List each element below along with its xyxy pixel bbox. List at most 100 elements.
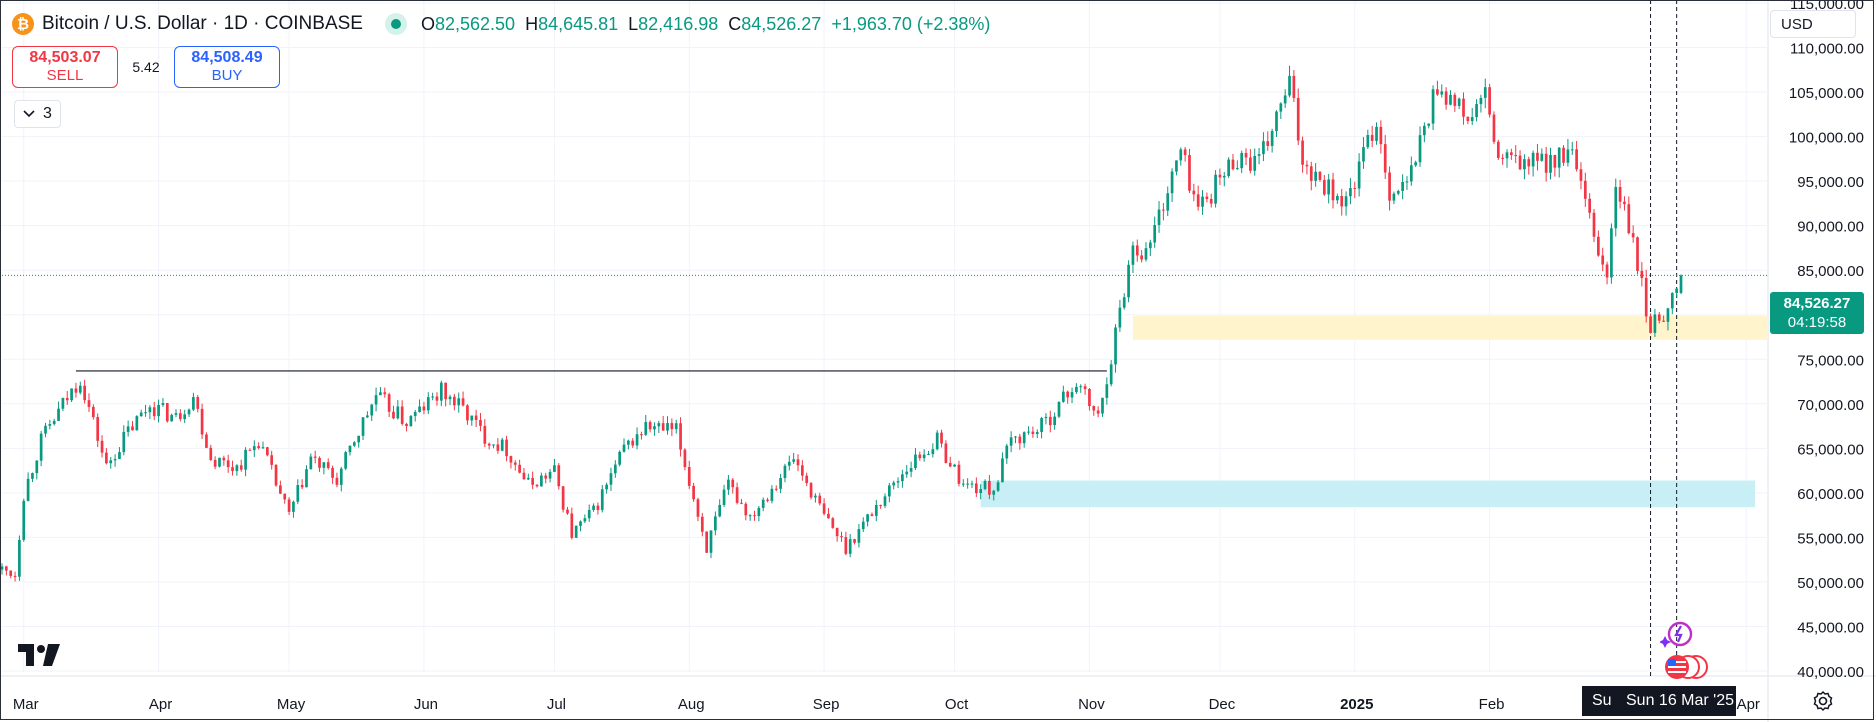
candle-body [1453,94,1457,106]
candle-body [274,464,278,486]
candle-body [1279,103,1283,112]
chart-settings-icon[interactable] [1812,690,1834,712]
candle-body [983,481,987,490]
ai-insights-icon[interactable] [1660,620,1694,650]
candle-body [579,521,582,526]
candle-body [696,499,700,517]
candle-body [192,397,195,410]
candle-body [1040,418,1043,433]
candle-body [339,468,343,485]
candle-body [587,510,591,519]
buy-button[interactable]: 84,508.49 BUY [174,46,280,88]
candle-body [1496,141,1500,158]
candle-body [1205,196,1209,199]
candle-body [1305,164,1309,167]
sell-button[interactable]: 84,503.07 SELL [12,46,118,88]
candle-body [700,516,704,532]
candle-body [105,452,108,464]
us-economic-events-icon[interactable] [1662,652,1710,682]
candle-body [1222,175,1226,178]
low-key: L [628,13,639,34]
candle-body [761,499,765,508]
x-tick-label: Feb [1479,696,1505,713]
sell-price: 84,503.07 [29,49,101,66]
candle-body [374,395,378,405]
candle-body [535,484,539,487]
candle-body [553,465,556,472]
candle-body [1605,264,1609,278]
candle-body [1092,406,1096,411]
candle-body [1409,165,1413,182]
candle-body [1288,75,1291,96]
candle-body [1436,89,1439,95]
tradingview-logo-icon[interactable] [18,644,60,666]
candle-body [165,403,169,422]
candle-body [1627,204,1631,234]
candle-body [1270,131,1274,146]
candle-body [370,404,374,416]
symbol-header: ₿ Bitcoin / U.S. Dollar · 1D · COINBASE … [12,10,990,38]
candle-body [805,475,809,484]
candle-body [1414,162,1418,166]
candle-body [1162,209,1165,211]
candle-body [366,415,369,418]
candle-body [1262,141,1265,155]
candle-body [1201,196,1204,207]
candle-body [753,515,756,517]
symbol-title[interactable]: Bitcoin / U.S. Dollar · 1D · COINBASE [42,13,363,34]
candle-body [596,505,600,510]
candle-body [1031,431,1035,435]
candle-body [1292,75,1296,99]
candle-body [796,459,800,466]
candle-body [283,493,287,500]
candle-body [1614,186,1618,229]
candle-body [657,423,661,427]
support-zone [980,480,1755,508]
candle-body [1096,410,1100,414]
candle-body [1579,169,1583,181]
candle-body [1488,87,1491,115]
candle-body [1623,201,1626,205]
candle-body [644,422,648,435]
candle-body [161,403,165,405]
currency-selector[interactable]: USD [1770,10,1856,38]
candle-body [1514,155,1518,157]
candle-body [466,405,469,421]
candle-body [801,465,804,476]
candle-body [866,514,869,522]
candle-body [518,464,521,473]
candle-body [1318,171,1322,180]
indicators-count: 3 [43,105,52,122]
candle-body [248,449,252,451]
candle-body [787,461,791,466]
candle-body [879,505,882,507]
market-open-icon[interactable] [384,13,407,35]
candle-body [748,515,752,517]
candle-body [709,530,713,553]
close-key: C [728,13,742,34]
candle-body [513,462,517,465]
candle-body [1670,293,1674,309]
candle-body [1457,98,1461,106]
candle-body [857,529,861,543]
candle-body [1301,140,1304,165]
candle-body [31,473,34,479]
candle-body [1066,391,1070,398]
candle-body [496,444,500,451]
y-tick-label: 40,000.00 [1797,664,1864,681]
candle-body [1649,316,1652,333]
candle-body [1475,104,1478,118]
candle-body [1327,179,1331,195]
candle-body [1014,436,1017,438]
open-value: 82,562.50 [434,13,516,34]
candle-body [9,570,13,576]
candle-body [213,459,217,467]
candle-body [100,440,104,453]
candle-body [731,479,735,488]
candle-body [792,459,796,462]
candle-body [1396,190,1400,194]
indicators-toggle-button[interactable]: 3 [14,100,61,128]
bitcoin-icon[interactable]: ₿ [12,13,34,35]
candle-body [901,474,904,482]
